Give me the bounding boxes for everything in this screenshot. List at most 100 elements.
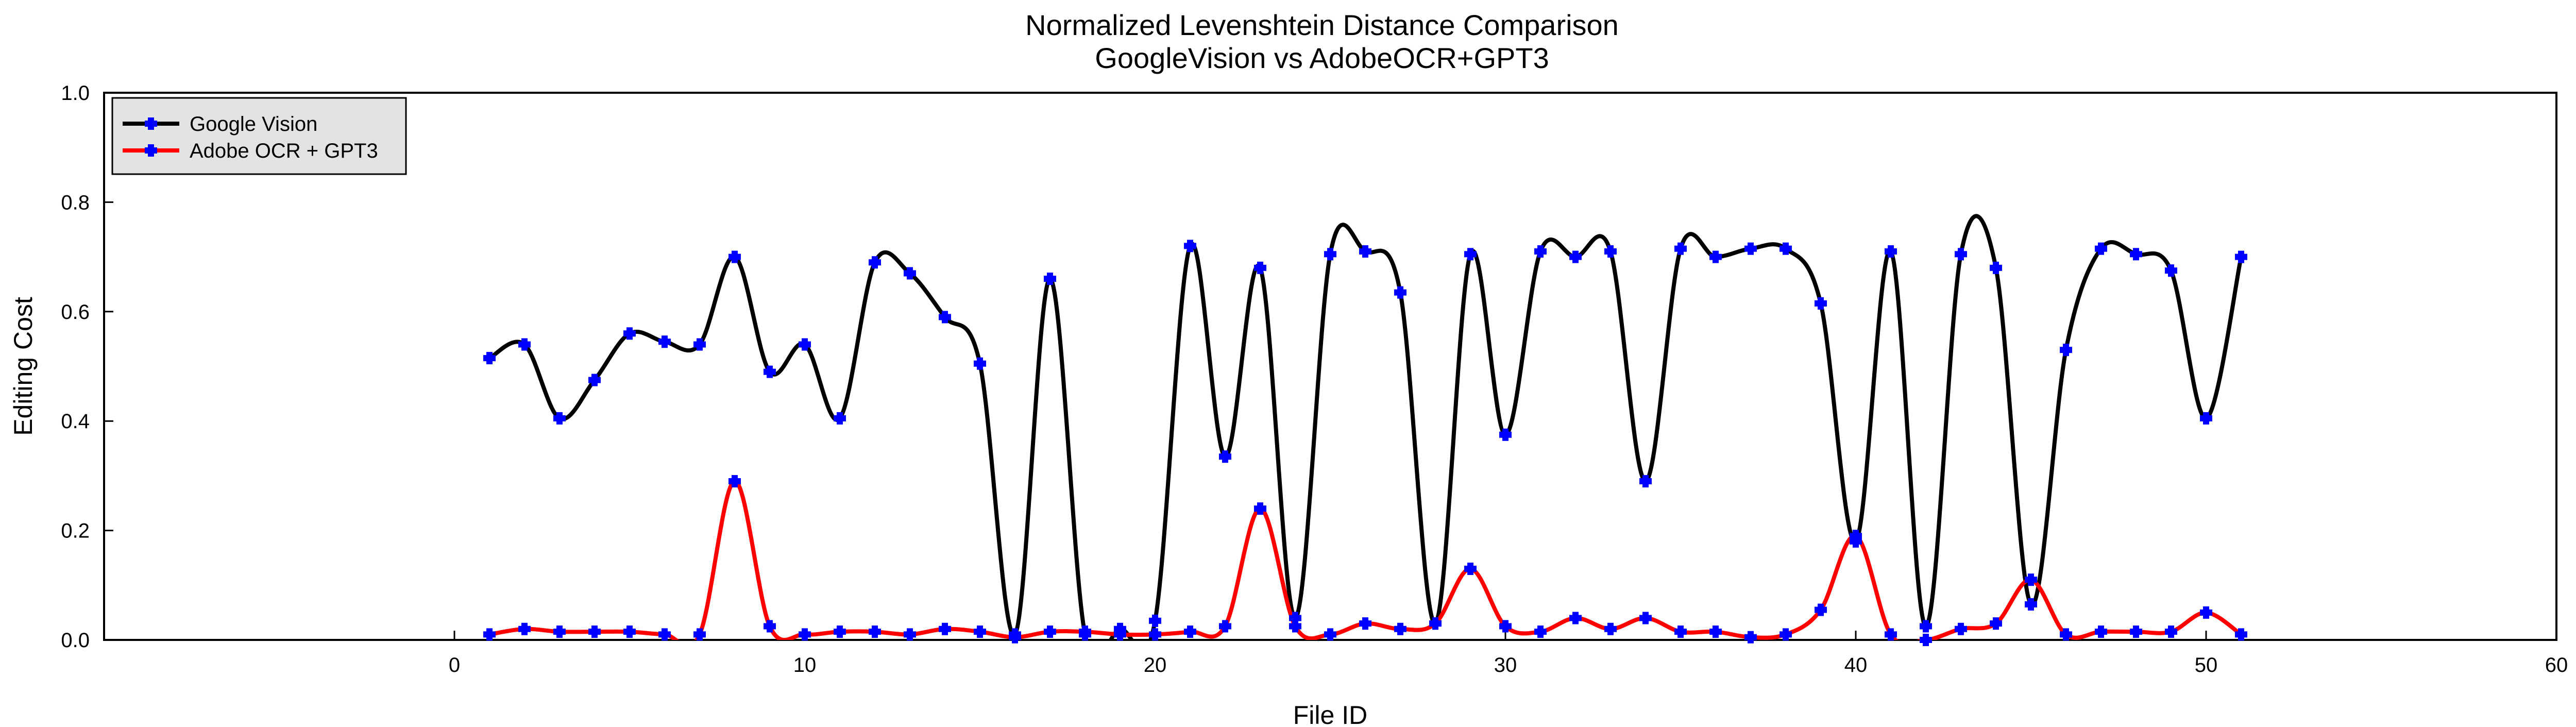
data-point-adobe-ocr-gpt3 <box>1534 625 1547 638</box>
data-point-adobe-ocr-gpt3 <box>1324 628 1336 641</box>
data-point-adobe-ocr-gpt3 <box>588 625 601 638</box>
data-point-google-vision <box>2060 344 2072 357</box>
data-point-google-vision <box>1359 245 1371 258</box>
x-tick-label: 40 <box>1844 654 1868 677</box>
data-point-google-vision <box>2165 264 2177 277</box>
series-layer <box>483 214 2247 646</box>
data-point-adobe-ocr-gpt3 <box>1184 625 1196 638</box>
data-point-adobe-ocr-gpt3 <box>1920 634 1932 646</box>
data-point-google-vision <box>1780 242 1792 255</box>
data-point-google-vision <box>728 250 741 263</box>
data-point-adobe-ocr-gpt3 <box>1499 620 1512 633</box>
data-point-google-vision <box>1955 248 1967 261</box>
data-point-google-vision <box>764 365 776 378</box>
data-point-adobe-ocr-gpt3 <box>553 625 566 638</box>
data-point-google-vision <box>2095 242 2107 255</box>
series-markers <box>483 240 2247 646</box>
data-point-adobe-ocr-gpt3 <box>1569 612 1582 624</box>
data-point-google-vision <box>904 267 916 280</box>
data-point-adobe-ocr-gpt3 <box>1079 625 1091 638</box>
data-point-adobe-ocr-gpt3 <box>1044 625 1056 638</box>
data-point-adobe-ocr-gpt3 <box>1709 625 1722 638</box>
chart-title-line-2: GoogleVision vs AdobeOCR+GPT3 <box>1095 42 1549 74</box>
data-point-adobe-ocr-gpt3 <box>2235 628 2247 641</box>
data-point-adobe-ocr-gpt3 <box>1009 631 1021 644</box>
data-point-google-vision <box>693 338 706 351</box>
data-point-google-vision <box>1149 614 1161 627</box>
data-point-adobe-ocr-gpt3 <box>1219 620 1231 633</box>
data-point-adobe-ocr-gpt3 <box>1604 622 1617 635</box>
series-lines <box>488 214 2243 640</box>
data-point-adobe-ocr-gpt3 <box>1850 530 1862 543</box>
y-axis-label: Editing Cost <box>9 297 38 436</box>
data-point-google-vision <box>1219 450 1231 463</box>
data-point-adobe-ocr-gpt3 <box>623 625 636 638</box>
data-point-google-vision <box>1990 261 2002 274</box>
data-point-adobe-ocr-gpt3 <box>974 625 986 638</box>
data-point-google-vision <box>974 357 986 370</box>
data-point-google-vision <box>1569 250 1582 263</box>
y-tick-label: 0.2 <box>61 520 90 543</box>
data-point-google-vision <box>1885 245 1897 258</box>
data-point-adobe-ocr-gpt3 <box>483 628 496 641</box>
data-point-adobe-ocr-gpt3 <box>2130 625 2142 638</box>
data-point-google-vision <box>799 338 811 351</box>
x-tick-label: 60 <box>2545 654 2568 677</box>
legend-box <box>111 97 407 175</box>
data-point-google-vision <box>1639 475 1652 488</box>
data-point-adobe-ocr-gpt3 <box>1429 617 1442 630</box>
data-point-adobe-ocr-gpt3 <box>799 628 811 641</box>
data-point-google-vision <box>2235 250 2247 263</box>
data-point-adobe-ocr-gpt3 <box>2060 628 2072 641</box>
data-point-google-vision <box>1534 245 1547 258</box>
data-point-google-vision <box>1254 261 1266 274</box>
y-tick-label: 1.0 <box>61 82 90 105</box>
data-point-google-vision <box>588 374 601 386</box>
data-point-adobe-ocr-gpt3 <box>1359 617 1371 630</box>
data-point-google-vision <box>2130 248 2142 261</box>
data-point-google-vision <box>483 352 496 365</box>
data-point-adobe-ocr-gpt3 <box>1254 502 1266 515</box>
data-point-adobe-ocr-gpt3 <box>1394 622 1406 635</box>
data-point-google-vision <box>1394 286 1406 299</box>
data-point-google-vision <box>2200 412 2212 425</box>
data-point-google-vision <box>1744 242 1757 255</box>
x-tick-label: 10 <box>793 654 817 677</box>
data-point-adobe-ocr-gpt3 <box>1114 628 1126 641</box>
data-point-google-vision <box>1815 297 1827 310</box>
data-point-adobe-ocr-gpt3 <box>1639 612 1652 624</box>
data-point-google-vision <box>1499 428 1512 441</box>
data-point-google-vision <box>1464 248 1477 261</box>
data-point-adobe-ocr-gpt3 <box>1780 628 1792 641</box>
data-point-adobe-ocr-gpt3 <box>1674 625 1687 638</box>
x-axis-label: File ID <box>1293 701 1367 727</box>
data-point-google-vision <box>1920 620 1932 633</box>
x-tick-label: 0 <box>449 654 460 677</box>
data-point-adobe-ocr-gpt3 <box>1955 622 1967 635</box>
data-point-google-vision <box>1709 250 1722 263</box>
data-point-adobe-ocr-gpt3 <box>939 622 951 635</box>
legend-label-google-vision: Google Vision <box>190 113 317 136</box>
data-point-adobe-ocr-gpt3 <box>518 622 531 635</box>
data-point-google-vision <box>939 311 951 324</box>
data-point-adobe-ocr-gpt3 <box>1289 620 1301 633</box>
data-point-google-vision <box>1044 273 1056 285</box>
legend-marker-google-vision <box>145 117 157 130</box>
y-axis: 0.0 0.2 0.4 0.6 0.8 1.0 <box>61 82 113 652</box>
data-point-adobe-ocr-gpt3 <box>1815 603 1827 616</box>
data-point-adobe-ocr-gpt3 <box>834 625 846 638</box>
data-point-google-vision <box>623 327 636 340</box>
data-point-google-vision <box>553 412 566 425</box>
data-point-adobe-ocr-gpt3 <box>2095 625 2107 638</box>
x-tick-label: 20 <box>1144 654 1167 677</box>
data-point-adobe-ocr-gpt3 <box>2200 606 2212 619</box>
data-point-adobe-ocr-gpt3 <box>869 625 881 638</box>
legend: Google Vision Adobe OCR + GPT3 <box>111 97 407 175</box>
y-tick-label: 0.0 <box>61 629 90 652</box>
series-line-google-vision <box>488 214 2243 640</box>
y-tick-label: 0.6 <box>61 301 90 324</box>
data-point-adobe-ocr-gpt3 <box>1464 562 1477 575</box>
data-point-adobe-ocr-gpt3 <box>764 620 776 633</box>
data-point-adobe-ocr-gpt3 <box>658 628 671 641</box>
